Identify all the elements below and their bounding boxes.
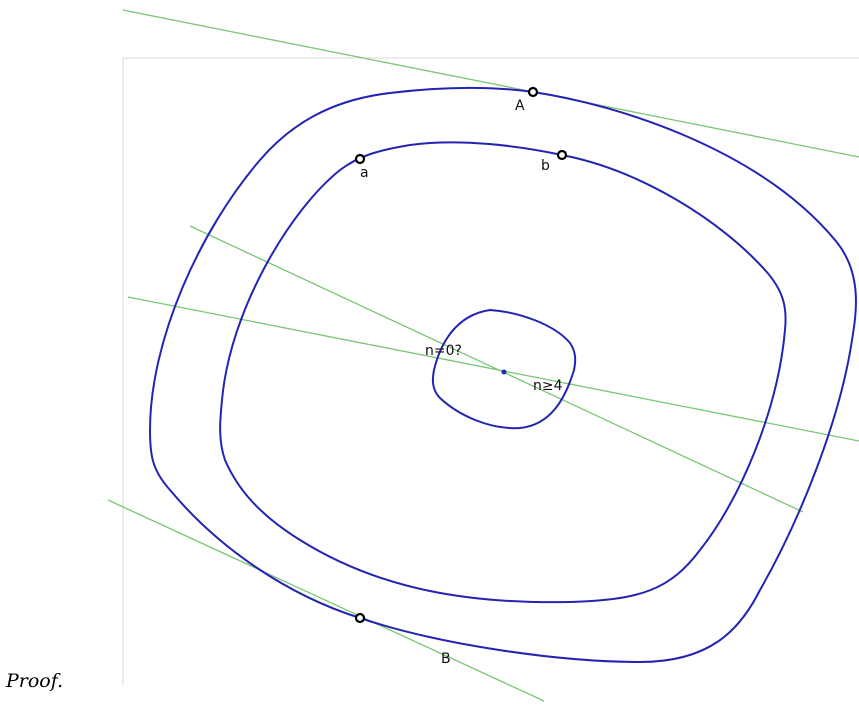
- tangent-line-A: [122, 9, 859, 158]
- outer-curve: [148, 87, 857, 664]
- point-A-marker: [527, 86, 539, 98]
- point-B-marker: [354, 612, 366, 624]
- middle-curve: [219, 141, 787, 604]
- tangent-line-B: [107, 499, 545, 702]
- frame-border: [122, 57, 859, 685]
- label-B: B: [441, 651, 451, 667]
- point-a-marker: [354, 153, 366, 165]
- label-A: A: [515, 98, 525, 114]
- center-point: [501, 369, 507, 375]
- point-b-marker: [556, 149, 568, 161]
- label-n-eq-0: n=0?: [425, 343, 462, 359]
- label-a: a: [360, 165, 369, 181]
- proof-caption: Proof.: [6, 670, 64, 692]
- inner-curve: [431, 308, 577, 430]
- line-through-center-1: [127, 296, 859, 442]
- line-through-center-2: [189, 225, 804, 513]
- label-b: b: [541, 158, 550, 174]
- label-n-ge-4: n≥4: [533, 378, 563, 394]
